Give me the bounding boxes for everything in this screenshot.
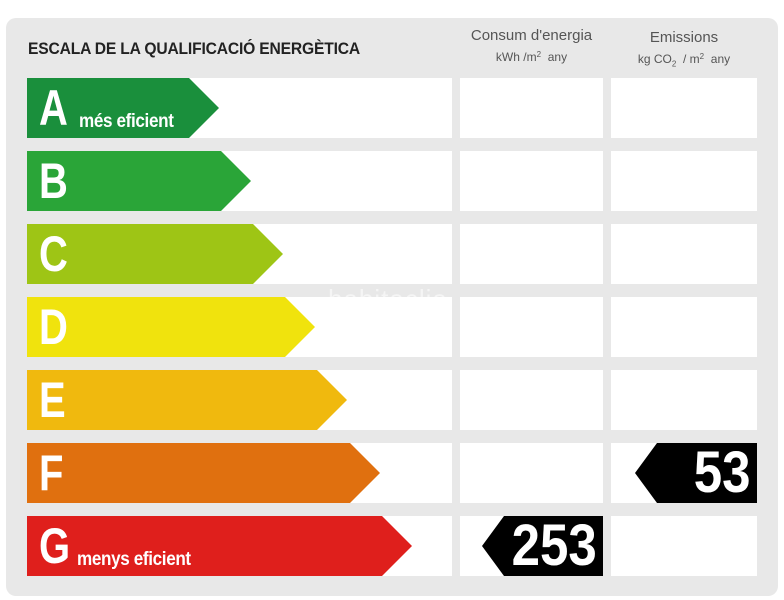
emissions-unit: kg CO2 / m2 any bbox=[637, 52, 731, 69]
consumption-cell bbox=[460, 297, 603, 357]
emissions-value-marker: 53 bbox=[635, 443, 757, 503]
rating-letter: E bbox=[39, 372, 66, 428]
emissions-cell bbox=[611, 516, 757, 576]
emissions-cell bbox=[611, 151, 757, 211]
consumption-cell bbox=[460, 443, 603, 503]
energy-consumption-header: Consum d'energia kWh /m2 any bbox=[460, 27, 603, 65]
consumption-cell bbox=[460, 78, 603, 138]
consumption-cell bbox=[460, 151, 603, 211]
emissions-cell bbox=[611, 370, 757, 430]
rating-row-c: C bbox=[27, 224, 757, 284]
emissions-header: Emissions kg CO2 / m2 any bbox=[611, 29, 757, 72]
energy-consumption-unit: kWh /m2 any bbox=[495, 50, 568, 64]
emissions-label: Emissions bbox=[649, 29, 719, 46]
rating-sublabel: menys eficient bbox=[77, 549, 191, 570]
scale-title: ESCALA DE LA QUALIFICACIÓ ENERGÈTICA bbox=[28, 39, 360, 58]
rating-arrow-f: F bbox=[27, 443, 380, 503]
scale-cell: B bbox=[27, 151, 452, 211]
consumption-value: 253 bbox=[511, 513, 597, 578]
rating-letter: G bbox=[39, 518, 71, 574]
scale-cell: F bbox=[27, 443, 452, 503]
rating-letter: F bbox=[39, 445, 64, 501]
emissions-cell bbox=[611, 224, 757, 284]
rating-letter: A bbox=[39, 80, 68, 136]
consumption-value-marker: 253 bbox=[482, 516, 603, 576]
rating-row-b: B bbox=[27, 151, 757, 211]
consumption-cell bbox=[460, 370, 603, 430]
scale-cell: C bbox=[27, 224, 452, 284]
energy-consumption-label: Consum d'energia bbox=[470, 27, 593, 44]
rating-arrow-e: E bbox=[27, 370, 347, 430]
rating-sublabel: més eficient bbox=[79, 111, 174, 132]
emissions-cell bbox=[611, 297, 757, 357]
emissions-cell bbox=[611, 78, 757, 138]
emissions-cell: 53 bbox=[611, 443, 757, 503]
rating-arrow-b: B bbox=[27, 151, 251, 211]
watermark: habitaclia bbox=[328, 284, 448, 314]
scale-cell: D bbox=[27, 297, 452, 357]
scale-cell: E bbox=[27, 370, 452, 430]
rating-arrow-d: D bbox=[27, 297, 315, 357]
rating-letter: B bbox=[39, 153, 68, 209]
emissions-value: 53 bbox=[694, 440, 751, 505]
consumption-cell bbox=[460, 224, 603, 284]
rating-letter: C bbox=[39, 226, 68, 282]
rating-letter: D bbox=[39, 299, 68, 355]
rating-row-d: D bbox=[27, 297, 757, 357]
rating-arrow-c: C bbox=[27, 224, 283, 284]
rating-row-e: E bbox=[27, 370, 757, 430]
rating-row-f: F 53 bbox=[27, 443, 757, 503]
consumption-cell: 253 bbox=[460, 516, 603, 576]
